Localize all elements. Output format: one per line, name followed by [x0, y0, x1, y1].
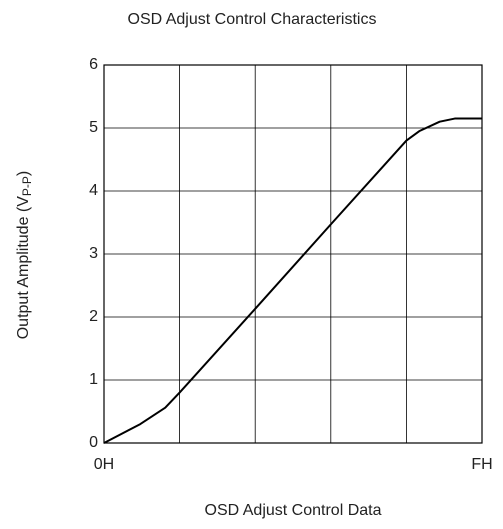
y-tick-label: 2	[89, 308, 98, 325]
x-axis-label: OSD Adjust Control Data	[205, 502, 382, 519]
y-tick-label: 5	[89, 119, 98, 136]
y-tick-label: 0	[89, 434, 98, 451]
y-tick-label: 4	[89, 182, 98, 199]
y-tick-label: 3	[89, 245, 98, 262]
y-label-sub: P-P	[20, 176, 34, 196]
x-tick-label: FH	[471, 456, 492, 473]
y-axis-label: Output Amplitude (VP-P)	[15, 171, 34, 340]
y-label-end: )	[15, 171, 32, 176]
y-tick-label: 1	[89, 371, 98, 388]
x-tick-label: 0H	[94, 456, 114, 473]
data-line	[103, 117, 482, 444]
y-tick-label: 6	[89, 56, 98, 73]
chart-title: OSD Adjust Control Characteristics	[128, 11, 377, 28]
plot-frame	[103, 64, 483, 444]
y-label-main: Output Amplitude (V	[15, 196, 32, 340]
